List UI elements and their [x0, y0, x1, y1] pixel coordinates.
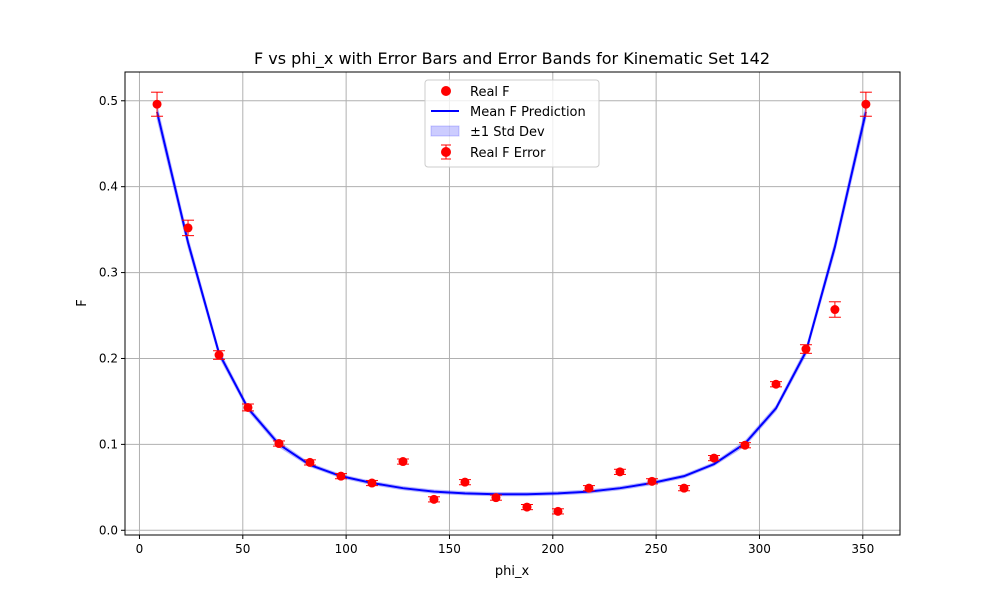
real-f-point	[183, 223, 193, 233]
x-tick-label: 0	[136, 542, 144, 556]
y-tick-label: 0.4	[99, 180, 118, 194]
real-f-point	[801, 344, 811, 354]
real-f-point	[740, 440, 750, 450]
x-tick-label: 300	[748, 542, 771, 556]
real-f-point	[615, 467, 625, 477]
real-f-point	[522, 502, 532, 512]
real-f-point	[830, 305, 840, 315]
y-axis-label: F	[75, 299, 90, 306]
real-f-point	[152, 99, 162, 109]
plot-frame	[124, 71, 901, 536]
real-f-points-layer	[152, 99, 871, 516]
real-f-point	[584, 483, 594, 493]
real-f-point	[460, 477, 470, 487]
real-f-point	[553, 506, 563, 516]
real-f-point	[647, 476, 657, 486]
legend: Real F Mean F Prediction ±1 Std Dev Real…	[424, 79, 600, 168]
real-f-point	[679, 483, 689, 493]
legend-label-real-f: Real F	[470, 85, 510, 100]
real-f-point	[429, 494, 439, 504]
real-f-point	[336, 471, 346, 481]
x-tick-label: 350	[851, 542, 874, 556]
chart-title: F vs phi_x with Error Bars and Error Ban…	[254, 49, 770, 69]
y-tick-label: 0.1	[99, 437, 118, 451]
legend-marker-real-f	[441, 86, 451, 96]
y-ticks: 0.0 0.1 0.2 0.3 0.4 0.5	[99, 94, 125, 537]
x-tick-label: 250	[645, 542, 668, 556]
real-f-point	[305, 457, 315, 467]
real-f-point	[214, 350, 224, 360]
mean-prediction-line	[156, 111, 867, 496]
real-f-point	[771, 379, 781, 389]
x-tick-label: 100	[335, 542, 358, 556]
legend-label-std-band: ±1 Std Dev	[470, 125, 545, 140]
legend-label-mean-prediction: Mean F Prediction	[470, 105, 586, 120]
real-f-point	[274, 439, 284, 449]
legend-marker-std-band	[430, 125, 460, 137]
legend-label-real-f-error: Real F Error	[470, 146, 546, 161]
y-tick-label: 0.3	[99, 266, 118, 280]
y-tick-label: 0.0	[99, 523, 118, 537]
x-tick-label: 150	[438, 542, 461, 556]
real-f-point	[861, 99, 871, 109]
real-f-point	[367, 478, 377, 488]
x-ticks: 0 50 100 150 200 250 300 350	[136, 535, 874, 556]
legend-box	[424, 79, 600, 168]
real-f-point	[709, 453, 719, 463]
legend-marker-real-f-error	[441, 144, 451, 160]
real-f-point	[491, 493, 501, 503]
real-f-point	[398, 457, 408, 467]
mean-prediction-layer	[156, 111, 867, 496]
real-f-point	[243, 402, 253, 412]
x-tick-label: 200	[541, 542, 564, 556]
x-tick-label: 50	[235, 542, 250, 556]
y-tick-label: 0.2	[99, 351, 118, 365]
y-tick-label: 0.5	[99, 94, 118, 108]
x-axis-label: phi_x	[495, 564, 530, 579]
